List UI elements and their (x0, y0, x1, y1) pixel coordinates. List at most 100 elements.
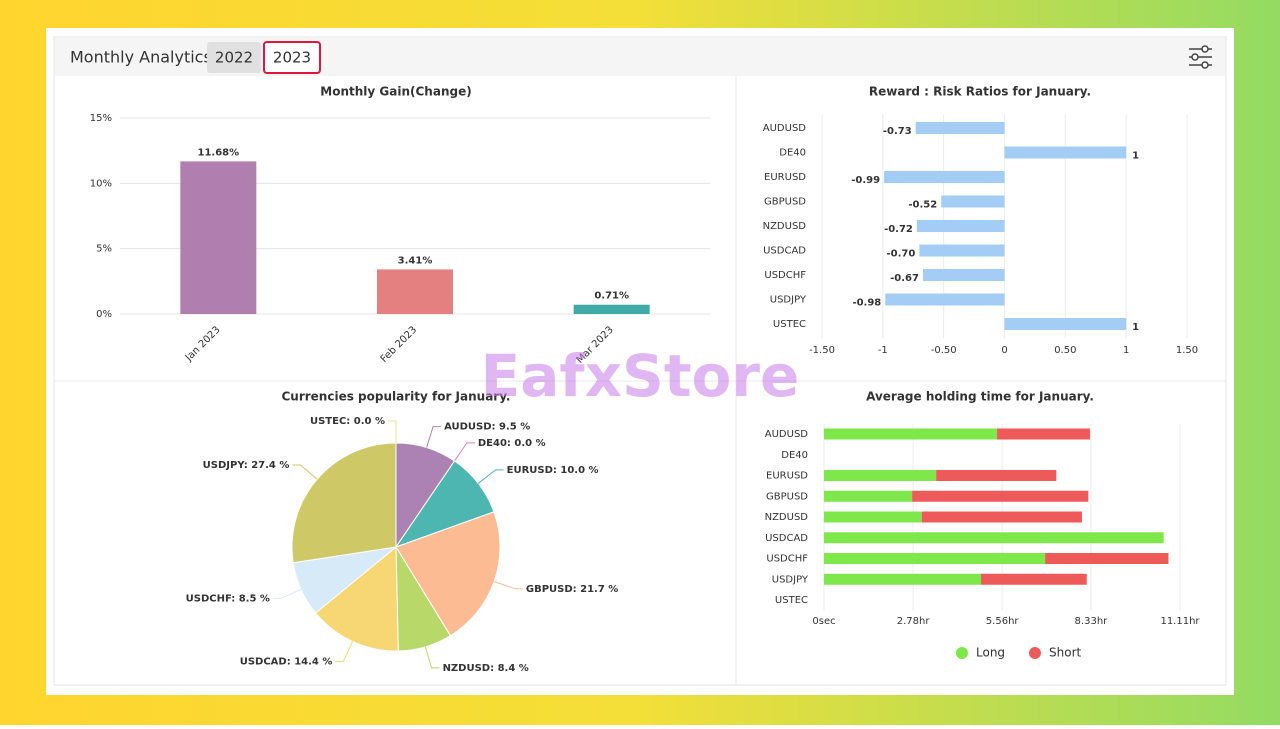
y-tick-label: AUDUSD (763, 123, 807, 134)
data-label: 1 (1132, 151, 1139, 162)
leader-line (454, 442, 475, 462)
y-tick-label: EURUSD (764, 172, 806, 183)
y-tick-label: USTEC (775, 595, 808, 606)
bar (1004, 318, 1127, 330)
year-tab-label: 2023 (273, 49, 311, 67)
legend-label: Short (1049, 646, 1081, 660)
legend-swatch (1029, 647, 1041, 659)
leader-line (388, 420, 397, 443)
x-tick-label: -1 (878, 345, 888, 356)
data-label: -0.99 (851, 175, 880, 186)
y-tick-label: 15% (90, 113, 112, 124)
bar-segment (824, 428, 998, 440)
bar-segment (997, 428, 1090, 440)
header-title: Monthly Analytics (70, 48, 212, 67)
chart-title: Reward : Risk Ratios for January. (869, 85, 1091, 99)
y-tick-label: NZDUSD (763, 221, 807, 232)
bar (919, 244, 1005, 257)
bar (885, 293, 1005, 306)
y-tick-label: DE40 (781, 450, 808, 461)
bar (915, 122, 1005, 134)
slice-label: USDCHF: 8.5 % (186, 593, 270, 604)
bar-segment (824, 470, 937, 481)
slice-label: AUDUSD: 9.5 % (444, 422, 530, 433)
bar-segment (912, 490, 1089, 502)
x-tick-label: 2.78hr (897, 616, 931, 627)
data-label: 0.71% (594, 291, 629, 302)
x-tick-label: 11.11hr (1160, 616, 1200, 627)
chart-title: Currencies popularity for January. (281, 390, 510, 404)
y-tick-label: USDCAD (763, 246, 806, 257)
data-label: -0.98 (852, 298, 881, 309)
filter-icon[interactable] (1189, 45, 1212, 69)
slice-label: NZDUSD: 8.4 % (443, 663, 529, 674)
y-tick-label: 0% (96, 309, 112, 320)
y-tick-label: NZDUSD (765, 512, 809, 523)
leader-line (272, 588, 302, 599)
leader-line (493, 581, 523, 590)
y-tick-label: USDJPY (770, 295, 807, 306)
watermark: EafxStore (481, 342, 800, 410)
bar-segment (824, 490, 913, 502)
year-tab[interactable] (263, 41, 321, 74)
data-label: 11.68% (198, 147, 240, 158)
y-tick-label: USDCAD (765, 533, 808, 544)
legend-label: Long (976, 646, 1005, 660)
leader-line (335, 641, 354, 662)
year-tab-label: 2022 (215, 49, 253, 67)
leader-line (292, 464, 318, 480)
bar-segment (1045, 553, 1169, 564)
bar-segment (824, 573, 982, 585)
leader-line (424, 646, 440, 669)
bar (916, 220, 1005, 232)
x-tick-label: -1.50 (809, 345, 835, 356)
bar (941, 195, 1005, 208)
y-tick-label: EURUSD (766, 471, 808, 482)
slice-label: EURUSD: 10.0 % (507, 465, 599, 476)
x-tick-label: 0 (1001, 345, 1007, 356)
bar-segment (824, 553, 1046, 564)
chart-title: Monthly Gain(Change) (320, 85, 471, 99)
x-tick-label: 8.33hr (1075, 616, 1109, 627)
slice-label: GBPUSD: 21.7 % (526, 584, 618, 595)
bar (180, 161, 257, 314)
y-tick-label: 5% (96, 244, 112, 255)
data-label: 3.41% (398, 255, 433, 266)
bar-segment (981, 573, 1087, 585)
y-tick-label: USDCHF (764, 270, 806, 281)
leader-line (426, 426, 442, 448)
x-tick-label: 1 (1123, 345, 1129, 356)
data-label: -0.52 (908, 200, 937, 211)
data-label: -0.73 (883, 126, 912, 137)
data-label: 1 (1132, 322, 1139, 333)
y-tick-label: DE40 (779, 148, 806, 159)
slice-label: DE40: 0.0 % (478, 438, 546, 449)
bar (377, 269, 453, 314)
y-tick-label: GBPUSD (764, 197, 806, 208)
data-label: -0.67 (890, 273, 919, 284)
leader-line (477, 469, 504, 484)
bar (573, 304, 650, 314)
x-tick-label: 0.50 (1054, 345, 1076, 356)
slice-label: USTEC: 0.0 % (310, 416, 385, 427)
y-tick-label: GBPUSD (766, 491, 808, 502)
bar-segment (921, 511, 1082, 523)
y-tick-label: USDCHF (766, 554, 808, 565)
y-tick-label: USTEC (773, 319, 806, 330)
bar (884, 171, 1005, 183)
data-label: -0.70 (887, 249, 916, 260)
x-tick-label: 5.56hr (986, 616, 1020, 627)
bar (922, 269, 1005, 281)
slice-label: USDJPY: 27.4 % (203, 460, 290, 471)
data-label: -0.72 (884, 224, 913, 235)
year-tab[interactable] (207, 42, 261, 73)
slice-label: USDCAD: 14.4 % (240, 656, 333, 667)
chart-title: Average holding time for January. (866, 390, 1094, 404)
bar-segment (824, 511, 922, 523)
x-tick-label: 0sec (812, 616, 835, 627)
y-tick-label: AUDUSD (765, 429, 809, 440)
x-tick-label: 1.50 (1176, 345, 1198, 356)
pie-slice (395, 511, 501, 637)
y-tick-label: USDJPY (772, 574, 809, 585)
